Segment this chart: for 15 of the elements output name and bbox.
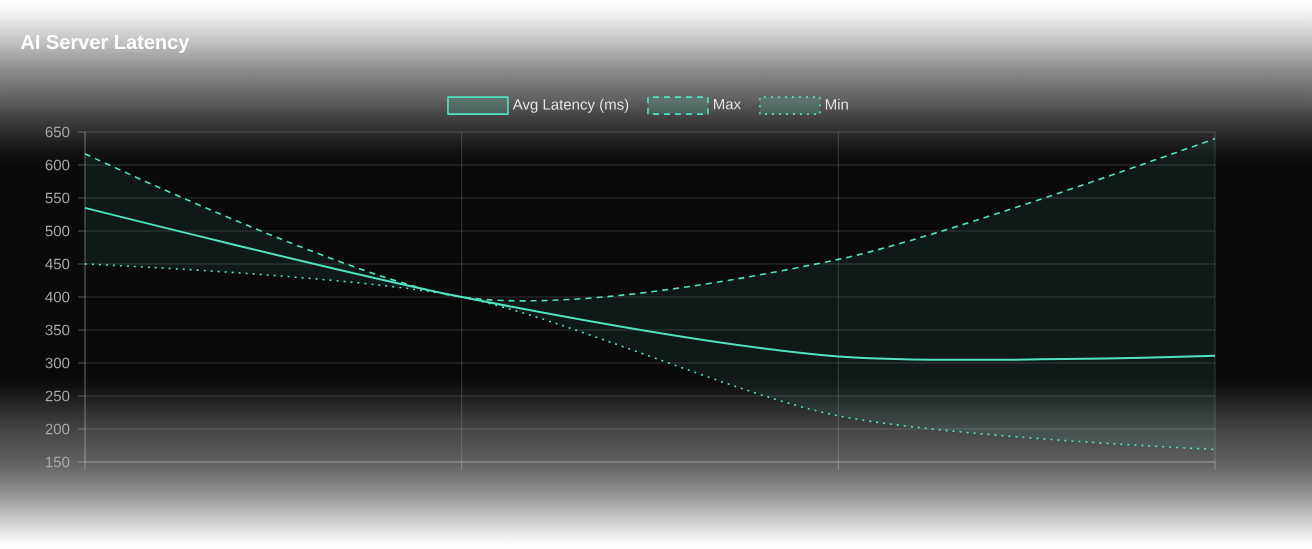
- y-tick-label: 450: [45, 258, 70, 270]
- y-tick-label: 600: [45, 159, 70, 171]
- y-tick-label: 200: [45, 423, 70, 435]
- y-tick-label: 350: [45, 324, 70, 336]
- y-tick-label: 300: [45, 357, 70, 369]
- y-tick-label: 500: [45, 225, 70, 237]
- y-tick-label: 650: [45, 126, 70, 138]
- y-tick-label: 400: [45, 291, 70, 303]
- y-tick-label: 150: [46, 456, 70, 468]
- legend-label: Max: [713, 99, 741, 110]
- chart-title: AI Server Latency: [20, 34, 190, 54]
- legend-label: Min: [825, 98, 848, 110]
- y-tick-label: 550: [45, 192, 70, 204]
- legend-label: Avg Latency (ms): [512, 98, 629, 113]
- y-tick-label: 250: [45, 390, 70, 402]
